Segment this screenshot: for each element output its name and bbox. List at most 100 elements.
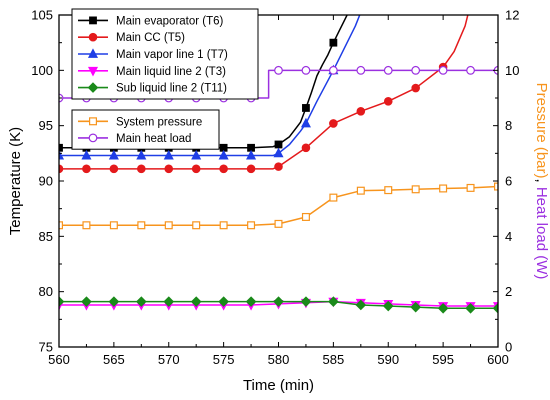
series-point-1-13 xyxy=(383,97,393,106)
y-right-tick-label-0: 0 xyxy=(505,340,512,355)
y-left-tick-label-2: 85 xyxy=(39,229,53,244)
y-left-tick-label-6: 105 xyxy=(31,8,53,23)
series-point-2-7 xyxy=(246,149,257,160)
series-point-5-13 xyxy=(411,185,420,194)
series-point-1-14 xyxy=(411,83,420,93)
y-right-tick-label-1: 2 xyxy=(505,284,512,299)
y-right-tick-label-5: 10 xyxy=(505,63,519,78)
series-point-4-7 xyxy=(245,296,257,307)
y-right-tick-label-4: 8 xyxy=(505,118,512,133)
x-tick-label-2: 570 xyxy=(158,352,180,367)
series-point-2-5 xyxy=(191,149,202,160)
series-point-4-16 xyxy=(492,302,498,314)
series-point-5-6 xyxy=(219,221,228,230)
legend-marker-temp-4 xyxy=(87,82,99,93)
series-point-5-4 xyxy=(164,221,173,230)
legend-item-pressure-heat-0: System pressure xyxy=(78,116,202,128)
x-axis-title: Time (min) xyxy=(243,377,314,394)
series-point-1-5 xyxy=(191,164,201,174)
legend-item-temp-3: Main liquid line 2 (T3) xyxy=(78,66,226,78)
series-6 xyxy=(59,65,498,103)
series-point-5-7 xyxy=(247,221,256,230)
y-left-tick-label-4: 95 xyxy=(39,118,53,133)
y-right-axis-title: Pressure (bar), Heat load (W) xyxy=(533,83,550,280)
series-point-4-13 xyxy=(410,301,421,313)
legend-label-temp-3: Main liquid line 2 (T3) xyxy=(116,66,226,78)
legend-label-pressure-heat-0: System pressure xyxy=(116,116,202,128)
x-tick-label-7: 595 xyxy=(432,352,454,367)
series-point-4-1 xyxy=(81,296,92,307)
series-point-2-1 xyxy=(81,149,92,160)
legend-item-temp-1: Main CC (T5) xyxy=(78,32,185,44)
series-point-4-0 xyxy=(59,296,65,307)
series-point-0-12 xyxy=(302,104,310,112)
series-point-1-11 xyxy=(329,119,338,128)
series-point-2-6 xyxy=(218,149,229,160)
series-point-6-11 xyxy=(356,65,366,75)
legend-marker-temp-0 xyxy=(89,16,97,25)
series-point-1-2 xyxy=(109,164,119,174)
y-right-title-heat: Heat load (W) xyxy=(533,187,550,280)
series-1 xyxy=(59,0,475,174)
series-point-1-7 xyxy=(246,164,256,174)
legend-marker-temp-3 xyxy=(87,66,99,77)
series-point-5-10 xyxy=(329,193,338,202)
series-point-4-5 xyxy=(190,296,202,307)
legend-item-temp-2: Main vapor line 1 (T7) xyxy=(78,48,228,61)
legend-label-temp-0: Main evaporator (T6) xyxy=(116,15,224,27)
y-right-tick-label-3: 6 xyxy=(505,174,512,189)
x-tick-label-4: 580 xyxy=(268,352,290,367)
series-point-2-9 xyxy=(273,147,284,158)
series-4 xyxy=(59,296,498,314)
x-tick-label-3: 575 xyxy=(213,352,235,367)
series-point-1-12 xyxy=(356,106,366,116)
series-point-2-4 xyxy=(163,149,174,160)
series-point-2-3 xyxy=(136,149,147,160)
series-point-4-8 xyxy=(273,296,284,307)
legend-label-temp-2: Main vapor line 1 (T7) xyxy=(116,49,228,61)
series-point-0-9 xyxy=(274,140,283,149)
legend-marker-temp-2 xyxy=(87,48,99,58)
y-left-tick-label-5: 100 xyxy=(31,63,53,78)
x-tick-label-5: 585 xyxy=(323,352,345,367)
legend-box-pressure-heat xyxy=(71,109,220,150)
series-point-5-14 xyxy=(439,184,448,193)
series-point-4-4 xyxy=(163,296,175,307)
series-point-0-17 xyxy=(329,38,338,47)
y-left-tick-label-1: 80 xyxy=(39,284,53,299)
y-right-title-pressure: Pressure (bar) xyxy=(533,83,550,179)
x-tick-label-8: 600 xyxy=(487,352,509,367)
series-point-5-12 xyxy=(384,186,393,195)
series-point-5-2 xyxy=(109,221,118,230)
series-point-4-12 xyxy=(382,300,394,312)
series-5 xyxy=(59,182,498,230)
series-point-4-3 xyxy=(136,296,147,307)
series-point-2-12 xyxy=(300,117,311,128)
series-point-6-10 xyxy=(328,65,338,75)
legend-marker-temp-1 xyxy=(88,32,98,42)
series-point-4-9 xyxy=(300,296,312,307)
y-right-title-separator: , xyxy=(533,178,550,186)
series-line-5 xyxy=(59,185,498,227)
legend-item-pressure-heat-1: Main heat load xyxy=(78,133,191,145)
series-point-4-10 xyxy=(328,296,339,307)
series-point-4-6 xyxy=(218,296,229,307)
series-point-6-8 xyxy=(274,65,283,75)
series-point-4-14 xyxy=(437,302,449,314)
legend-item-temp-0: Main evaporator (T6) xyxy=(78,15,224,27)
series-point-5-1 xyxy=(82,221,91,230)
series-point-5-0 xyxy=(59,221,63,230)
series-point-5-3 xyxy=(137,221,146,230)
series-point-5-9 xyxy=(301,212,310,221)
series-point-1-9 xyxy=(274,162,283,171)
series-point-5-11 xyxy=(356,186,365,195)
x-tick-label-6: 590 xyxy=(377,352,399,367)
series-point-5-15 xyxy=(466,183,475,192)
series-point-1-18 xyxy=(467,0,475,8)
series-point-4-11 xyxy=(355,299,367,311)
series-point-1-6 xyxy=(219,164,228,174)
series-point-1-10 xyxy=(301,143,311,153)
series-point-6-13 xyxy=(411,65,421,75)
series-point-6-12 xyxy=(383,65,393,75)
